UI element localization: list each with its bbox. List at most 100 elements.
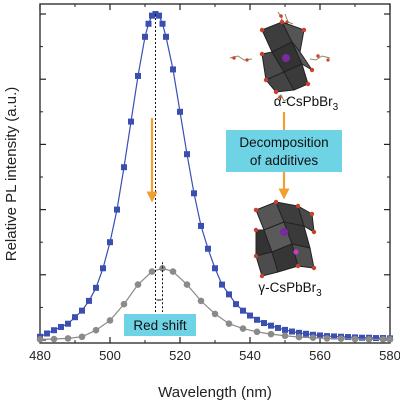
data-point xyxy=(65,320,71,327)
data-point xyxy=(323,335,331,342)
data-point xyxy=(205,245,211,252)
data-point xyxy=(211,310,219,318)
data-point xyxy=(331,333,337,340)
data-point xyxy=(303,330,309,337)
data-point xyxy=(337,335,345,342)
decomposition-label-line2: of additives xyxy=(250,153,319,168)
data-point xyxy=(159,264,166,272)
decomposition-callout: Decomposition of additives xyxy=(226,130,342,172)
x-tick-label: 540 xyxy=(239,348,261,363)
data-point xyxy=(198,222,204,229)
data-point xyxy=(226,291,232,298)
data-point xyxy=(145,20,152,27)
data-point xyxy=(169,268,177,275)
series-line xyxy=(39,267,390,340)
data-point xyxy=(184,151,190,158)
data-point xyxy=(197,297,205,305)
data-point xyxy=(239,325,247,332)
data-point xyxy=(212,265,218,272)
data-point xyxy=(156,12,162,19)
data-point xyxy=(359,334,365,341)
data-point xyxy=(121,164,127,171)
data-point xyxy=(159,20,166,27)
data-point xyxy=(92,326,100,334)
series-line xyxy=(39,13,391,339)
alpha-phase-label: α-CsPbBr3 xyxy=(274,94,339,113)
data-point xyxy=(50,335,58,343)
data-point xyxy=(267,330,275,338)
data-point xyxy=(106,317,114,324)
x-axis-title: Wavelength (nm) xyxy=(158,384,272,401)
data-point xyxy=(317,332,323,339)
data-point xyxy=(128,118,134,125)
x-tick-label: 520 xyxy=(169,348,191,363)
data-point xyxy=(351,335,359,343)
data-point xyxy=(79,307,85,314)
data-point xyxy=(142,33,148,40)
data-point xyxy=(295,333,303,341)
data-point xyxy=(36,336,44,343)
data-point xyxy=(114,206,120,213)
data-point xyxy=(379,336,387,343)
y-axis-ticks xyxy=(40,13,390,341)
data-point xyxy=(289,328,295,335)
x-tick-label: 500 xyxy=(99,348,121,363)
data-point xyxy=(247,312,253,319)
data-point xyxy=(373,335,379,342)
data-point xyxy=(120,300,128,308)
data-point xyxy=(261,320,267,327)
data-point xyxy=(191,190,197,197)
data-point xyxy=(296,329,302,336)
data-point xyxy=(233,301,239,308)
data-point xyxy=(253,328,261,336)
data-point xyxy=(51,327,57,334)
data-point xyxy=(93,284,99,291)
data-point xyxy=(86,297,92,304)
data-point xyxy=(268,322,274,329)
data-point xyxy=(282,326,288,333)
red-shift-callout: Red shift xyxy=(124,314,196,336)
data-point xyxy=(386,336,394,343)
data-point xyxy=(183,281,191,288)
data-point xyxy=(177,108,183,115)
data-point xyxy=(240,307,246,314)
data-point xyxy=(107,239,113,246)
data-point xyxy=(254,316,260,323)
x-tick-label: 480 xyxy=(29,348,51,363)
red-shift-box xyxy=(124,314,196,336)
data-point xyxy=(148,268,156,275)
data-point xyxy=(58,323,64,330)
data-point xyxy=(309,334,317,342)
data-point xyxy=(100,265,106,272)
series-0 xyxy=(37,11,393,342)
data-point xyxy=(365,336,373,343)
data-point xyxy=(225,320,233,328)
data-point xyxy=(135,72,141,79)
alpha-crystal-structure-image xyxy=(229,11,331,102)
data-point xyxy=(149,12,155,19)
decomposition-label-line1: Decomposition xyxy=(239,135,328,150)
series-1 xyxy=(36,264,394,343)
data-point xyxy=(170,66,176,73)
data-point xyxy=(275,324,281,331)
data-point xyxy=(163,33,169,40)
gamma-phase-label: γ-CsPbBr3 xyxy=(258,280,322,299)
decomposition-box xyxy=(226,130,342,172)
plot-frame xyxy=(39,3,391,344)
data-point xyxy=(134,281,142,288)
data-point xyxy=(281,332,289,340)
x-axis-ticks: 480 500 520 540 560 580 xyxy=(29,4,400,363)
data-point xyxy=(345,334,351,341)
y-axis-title: Relative PL intensity (a.u.) xyxy=(3,87,20,262)
series-layer xyxy=(36,11,394,343)
data-point xyxy=(44,330,50,337)
data-point xyxy=(72,314,78,321)
peak-reference-lines xyxy=(155,14,163,312)
data-point xyxy=(219,281,225,288)
data-point xyxy=(64,335,72,342)
x-tick-label: 560 xyxy=(309,348,331,363)
red-shift-label: Red shift xyxy=(133,318,187,333)
x-tick-label: 580 xyxy=(379,348,400,363)
data-point xyxy=(78,333,86,341)
